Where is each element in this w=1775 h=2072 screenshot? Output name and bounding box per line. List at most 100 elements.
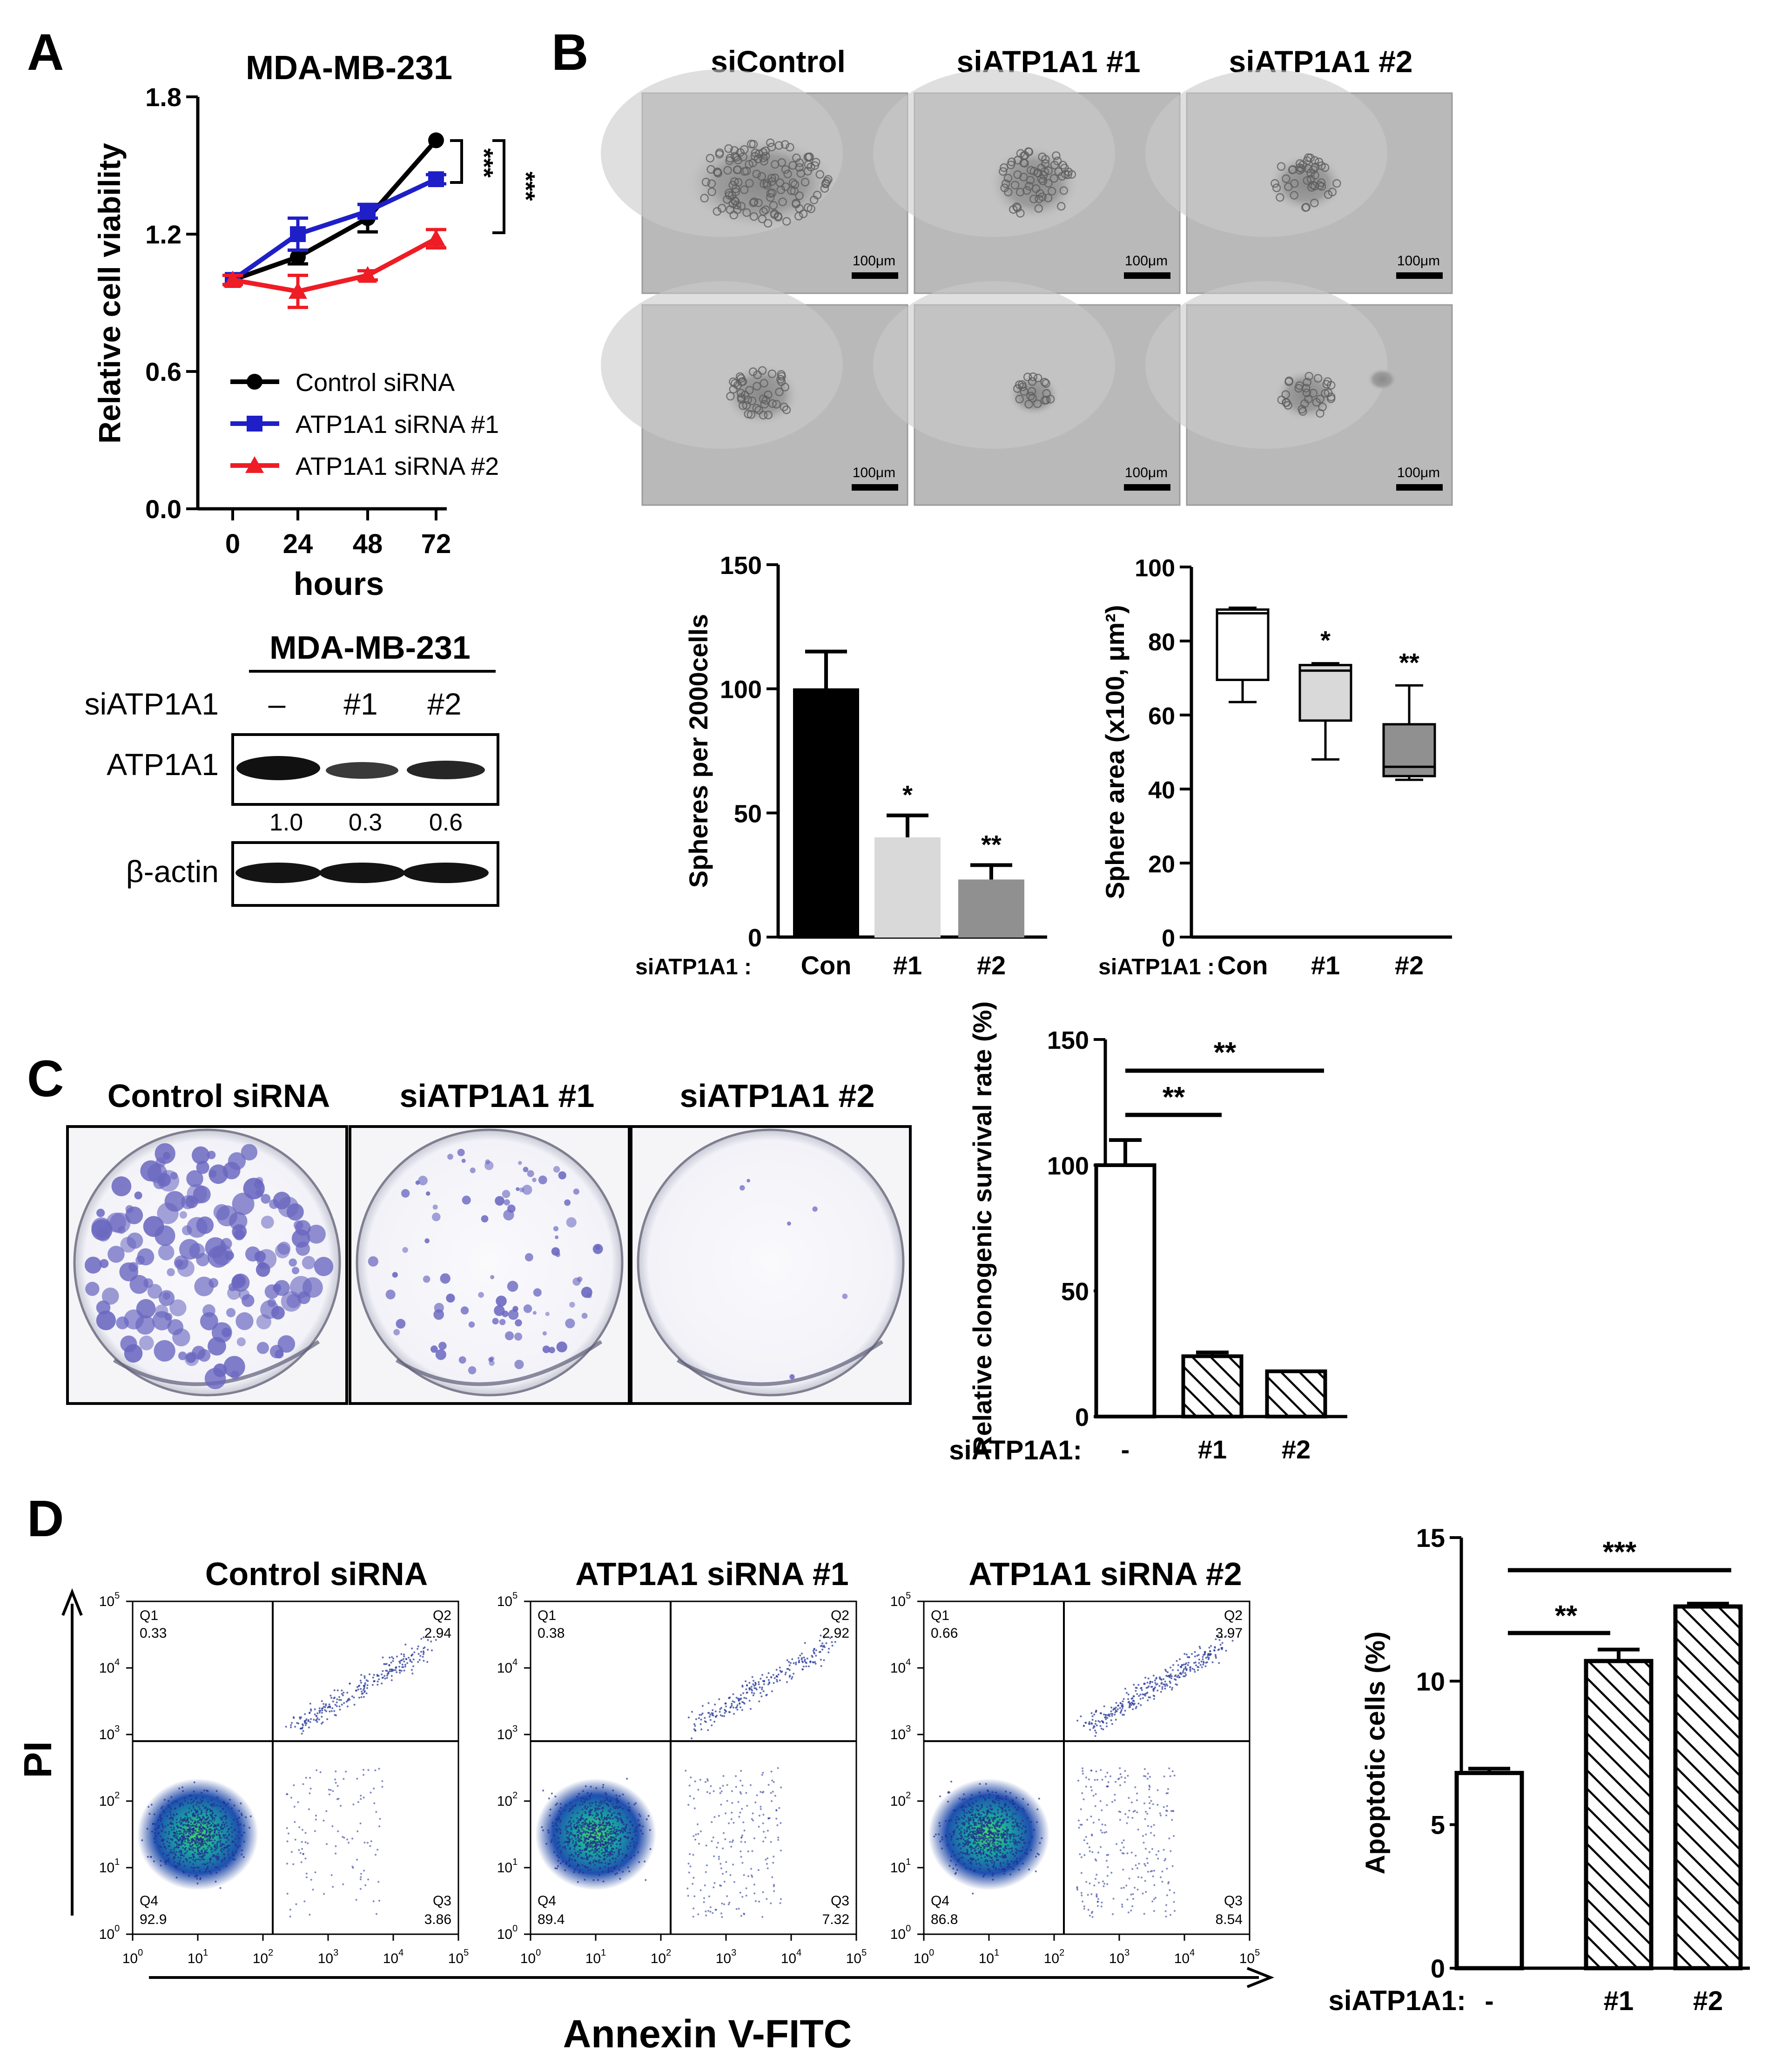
- flow-event-q3: [1144, 1880, 1146, 1882]
- flow-event: [588, 1836, 591, 1838]
- colony: [533, 1288, 542, 1297]
- flow-event: [1015, 1857, 1018, 1860]
- flow-event: [583, 1829, 585, 1832]
- flow-event-q2: [1117, 1704, 1120, 1707]
- flow-event-q2: [316, 1721, 318, 1723]
- flow-event: [979, 1850, 982, 1853]
- flow-event: [1016, 1825, 1018, 1828]
- cell: [794, 212, 803, 221]
- cell: [1272, 183, 1281, 192]
- flow-event: [610, 1817, 612, 1820]
- flow-event-q2: [1102, 1721, 1104, 1723]
- cell-sphere-small: [1367, 368, 1397, 391]
- flow-event-q3: [309, 1777, 311, 1779]
- flow-event: [600, 1835, 603, 1837]
- flow-event: [592, 1824, 595, 1826]
- flow-event-q2: [1116, 1708, 1119, 1710]
- flow-event: [615, 1847, 618, 1849]
- flow-event: [609, 1859, 611, 1862]
- flow-event-q2: [400, 1653, 403, 1655]
- colony: [191, 1146, 210, 1165]
- flow-event-q3: [687, 1803, 690, 1806]
- flow-event-q3: [773, 1781, 775, 1783]
- flow-event: [571, 1837, 573, 1840]
- flow-event-q3: [709, 1906, 712, 1909]
- colony: [307, 1224, 326, 1244]
- flow-event-q2: [1103, 1714, 1105, 1716]
- flow-event: [993, 1817, 995, 1819]
- flow-event: [587, 1828, 589, 1830]
- flow-event: [612, 1806, 615, 1808]
- flow-event-q2: [775, 1668, 778, 1671]
- colony: [746, 1179, 750, 1183]
- flow-event-q2: [403, 1669, 405, 1672]
- flow-event: [208, 1834, 210, 1836]
- flow-event-q3: [351, 1837, 354, 1840]
- flow-event: [573, 1848, 576, 1850]
- flow-event: [982, 1816, 984, 1819]
- flow-event: [602, 1835, 604, 1837]
- flow-event-q3: [731, 1841, 733, 1843]
- flow-event: [199, 1816, 201, 1819]
- flow-event-q3: [359, 1888, 362, 1890]
- flow-event-q3: [761, 1916, 764, 1918]
- flow-event-q2: [390, 1679, 393, 1681]
- flow-event: [982, 1795, 984, 1798]
- flow-event-q3: [373, 1788, 375, 1790]
- flow-event-q2: [789, 1662, 792, 1664]
- flow-event: [148, 1813, 151, 1815]
- cell: [715, 150, 724, 159]
- flow-event-q2: [754, 1682, 757, 1685]
- flow-event: [216, 1804, 218, 1807]
- flow-event-q3: [1134, 1809, 1136, 1812]
- flow-event-q3: [706, 1864, 708, 1867]
- bar-ytick-label: 0: [748, 924, 762, 952]
- flow-event: [557, 1819, 559, 1822]
- flow-event-q2: [1179, 1672, 1182, 1674]
- flow-event: [211, 1835, 213, 1837]
- colony: [490, 1275, 495, 1280]
- flow-event-q3: [741, 1896, 744, 1898]
- flow-event: [580, 1852, 583, 1854]
- flow-event-q2: [340, 1699, 342, 1701]
- flow-event-q2: [1102, 1728, 1104, 1730]
- flow-event-q3: [732, 1863, 734, 1866]
- flow-event: [967, 1844, 969, 1846]
- flow-ytick-exponent: 3: [114, 1724, 120, 1734]
- flow-event: [240, 1813, 242, 1815]
- colony: [139, 1336, 154, 1350]
- flow-event: [647, 1815, 650, 1817]
- flow-event: [160, 1820, 162, 1822]
- flow-event: [995, 1856, 998, 1858]
- flow-event: [228, 1833, 230, 1836]
- flow-event-q2: [1184, 1672, 1186, 1674]
- flow-event: [954, 1854, 956, 1856]
- flow-event-q2: [329, 1706, 331, 1708]
- flow-event-q3: [740, 1836, 743, 1839]
- flow-event: [611, 1841, 613, 1843]
- flow-event-q2: [1127, 1698, 1130, 1700]
- flow-event: [991, 1827, 993, 1829]
- flow-event-q3: [695, 1833, 697, 1836]
- flow-event: [1025, 1830, 1027, 1832]
- flow-event: [207, 1826, 209, 1828]
- box: [1382, 723, 1436, 777]
- flow-ytick-exponent: 2: [512, 1790, 518, 1801]
- flow-event: [974, 1839, 976, 1842]
- flow-event-q2: [313, 1719, 315, 1721]
- flow-event-q3: [752, 1819, 754, 1822]
- flow-event-q3: [309, 1914, 311, 1916]
- flow-event: [1002, 1862, 1005, 1864]
- flow-event-q2: [391, 1670, 394, 1672]
- flow-event-q3: [777, 1839, 780, 1841]
- cell: [1024, 400, 1033, 409]
- flow-event-q2: [1185, 1669, 1188, 1671]
- flow-event: [975, 1863, 977, 1865]
- flow-event-q2: [356, 1686, 358, 1688]
- flow-event-q3: [1106, 1883, 1109, 1885]
- flow-event: [160, 1835, 162, 1837]
- flow-event: [972, 1809, 974, 1811]
- flow-event: [1009, 1816, 1011, 1818]
- flow-event-q3: [697, 1833, 699, 1835]
- flow-event: [609, 1810, 611, 1813]
